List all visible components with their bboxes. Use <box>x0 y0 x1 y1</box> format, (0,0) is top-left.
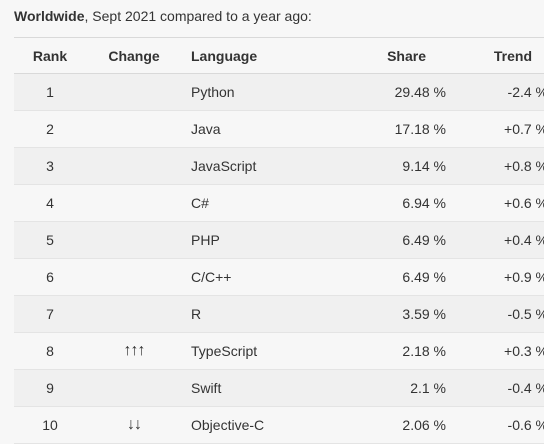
cell-share: 6.49 % <box>402 232 446 248</box>
language-ranking-table: Rank Change Language Share Trend 1 Pytho… <box>14 37 544 444</box>
cell-share: 9.14 % <box>402 158 446 174</box>
header-language: Language <box>182 37 321 74</box>
cell-language: Java <box>191 121 221 137</box>
cell-trend: +0.9 % <box>504 269 544 285</box>
table-row: 9 Swift 2.1 % -0.4 % <box>14 369 544 407</box>
cell-change <box>86 370 182 407</box>
header-row: Rank Change Language Share Trend <box>14 37 544 74</box>
table-row: 4 C# 6.94 % +0.6 % <box>14 184 544 222</box>
ranking-table-container: Rank Change Language Share Trend 1 Pytho… <box>14 37 544 444</box>
cell-language: Objective-C <box>191 417 265 433</box>
cell-language: C/C++ <box>191 269 232 285</box>
table-caption: Worldwide, Sept 2021 compared to a year … <box>14 8 312 24</box>
cell-trend: +0.6 % <box>504 195 544 211</box>
cell-share: 6.94 % <box>402 195 446 211</box>
cell-share: 2.06 % <box>402 417 446 433</box>
table-row: 3 JavaScript 9.14 % +0.8 % <box>14 147 544 185</box>
cell-change <box>86 148 182 185</box>
cell-share: 6.49 % <box>402 269 446 285</box>
cell-share: 17.18 % <box>394 121 446 137</box>
cell-language: Python <box>191 84 235 100</box>
table-row: 8 ↑↑↑ TypeScript 2.18 % +0.3 % <box>14 332 544 370</box>
cell-trend: +0.4 % <box>504 232 544 248</box>
cell-change <box>86 222 182 259</box>
cell-share: 2.18 % <box>402 343 446 359</box>
header-share: Share <box>321 37 446 74</box>
cell-change <box>86 259 182 296</box>
table-row: 6 C/C++ 6.49 % +0.9 % <box>14 258 544 296</box>
cell-change <box>86 74 182 111</box>
cell-language: Swift <box>191 380 222 396</box>
cell-trend: -2.4 % <box>507 84 544 100</box>
table-row: 1 Python 29.48 % -2.4 % <box>14 73 544 111</box>
cell-share: 3.59 % <box>402 306 446 322</box>
cell-trend: +0.8 % <box>504 158 544 174</box>
cell-language: JavaScript <box>191 158 257 174</box>
table-row: 5 PHP 6.49 % +0.4 % <box>14 221 544 259</box>
cell-rank: 9 <box>46 380 54 396</box>
cell-change <box>86 111 182 148</box>
cell-share: 29.48 % <box>394 84 446 100</box>
cell-rank: 2 <box>46 121 54 137</box>
cell-trend: +0.7 % <box>504 121 544 137</box>
header-trend: Trend <box>446 37 544 74</box>
cell-language: TypeScript <box>191 343 258 359</box>
caption-region: Worldwide <box>14 8 85 24</box>
cell-rank: 1 <box>46 84 54 100</box>
table-row: 10 ↓↓ Objective-C 2.06 % -0.6 % <box>14 406 544 444</box>
cell-trend: -0.6 % <box>507 417 544 433</box>
cell-rank: 7 <box>46 306 54 322</box>
cell-rank: 8 <box>46 343 54 359</box>
cell-trend: +0.3 % <box>504 343 544 359</box>
cell-rank: 5 <box>46 232 54 248</box>
table-header: Rank Change Language Share Trend <box>14 37 544 74</box>
triple-up-arrow-icon: ↑↑↑ <box>123 342 146 359</box>
cell-rank: 4 <box>46 195 54 211</box>
cell-trend: -0.5 % <box>507 306 544 322</box>
header-rank: Rank <box>14 37 86 74</box>
cell-language: PHP <box>191 232 220 248</box>
cell-language: R <box>191 306 202 322</box>
cell-change <box>86 296 182 333</box>
table-body: 1 Python 29.48 % -2.4 % 2 Java 17.18 % +… <box>14 73 544 444</box>
cell-share: 2.1 % <box>410 380 446 396</box>
cell-rank: 10 <box>42 417 58 433</box>
caption-text: , Sept 2021 compared to a year ago: <box>84 8 312 24</box>
cell-rank: 6 <box>46 269 54 285</box>
table-row: 2 Java 17.18 % +0.7 % <box>14 110 544 148</box>
cell-language: C# <box>191 195 209 211</box>
cell-change <box>86 185 182 222</box>
double-down-arrow-icon: ↓↓ <box>127 416 142 433</box>
cell-trend: -0.4 % <box>507 380 544 396</box>
table-row: 7 R 3.59 % -0.5 % <box>14 295 544 333</box>
cell-rank: 3 <box>46 158 54 174</box>
header-change: Change <box>86 37 182 74</box>
